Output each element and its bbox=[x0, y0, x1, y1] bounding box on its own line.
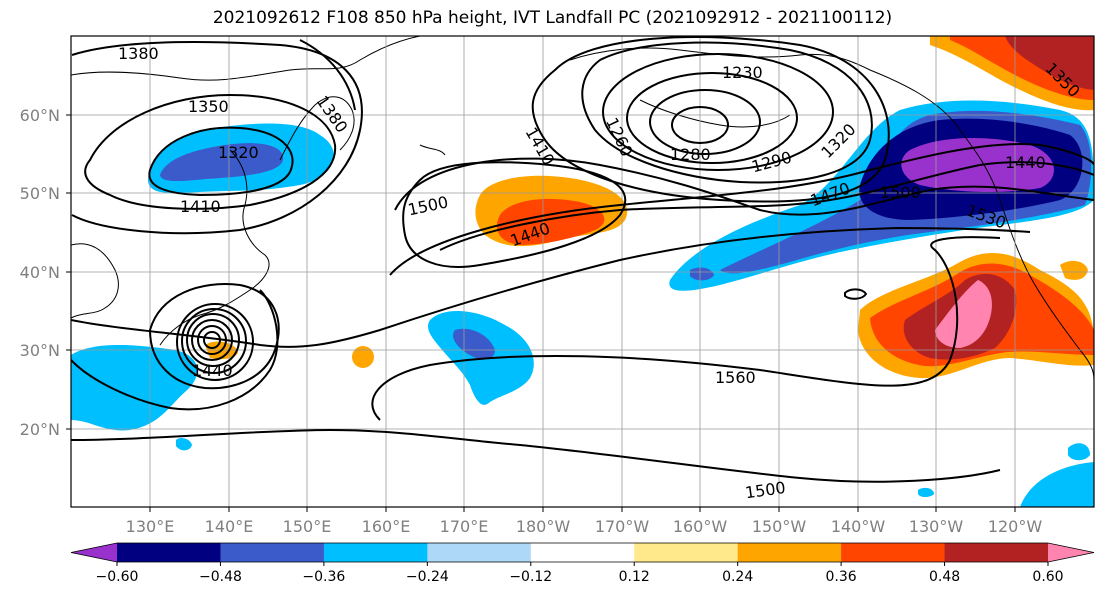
colorbar-tick-label: −0.48 bbox=[199, 569, 242, 585]
colorbar-tick-label: −0.24 bbox=[406, 569, 449, 585]
colorbar-tick-labels: −0.60 −0.48 −0.36 −0.24 −0.12 0.12 0.24 0.36 0.4… bbox=[96, 562, 1064, 585]
colorbar-tick-label: 0.48 bbox=[929, 569, 960, 585]
colorbar-tick-label: 0.60 bbox=[1032, 569, 1063, 585]
shading-japan-negative bbox=[71, 345, 198, 451]
lat-label: 30°N bbox=[20, 341, 60, 360]
contour-label: 1380 bbox=[118, 44, 159, 63]
colorbar-tick-label: −0.36 bbox=[302, 569, 345, 585]
map-title: 2021092612 F108 850 hPa height, IVT Land… bbox=[212, 8, 893, 28]
latitude-labels: 60°N 50°N 40°N 30°N 20°N bbox=[20, 106, 60, 439]
colorbar-tick-label: −0.12 bbox=[509, 569, 552, 585]
colorbar-segment bbox=[737, 543, 842, 562]
shading-alaska-positive bbox=[930, 36, 1094, 111]
colorbar-tick-label: 0.12 bbox=[619, 569, 650, 585]
colorbar bbox=[70, 542, 1095, 563]
lon-label: 180°W bbox=[516, 517, 571, 536]
lon-label: 140°W bbox=[831, 517, 886, 536]
colorbar-segment bbox=[427, 543, 532, 562]
colorbar-segment bbox=[220, 543, 325, 562]
contour-label: 1230 bbox=[722, 63, 763, 82]
lon-label: 160°E bbox=[362, 517, 411, 536]
contour-label: 1410 bbox=[180, 197, 221, 216]
colorbar-segment bbox=[634, 543, 739, 562]
lon-label: 140°E bbox=[205, 517, 254, 536]
contour-label: 1440 bbox=[1005, 153, 1046, 172]
lat-label: 50°N bbox=[20, 184, 60, 203]
lat-label: 40°N bbox=[20, 263, 60, 282]
lon-label: 160°W bbox=[673, 517, 728, 536]
colorbar-tick-label: 0.24 bbox=[722, 569, 753, 585]
colorbar-tick-label: −0.60 bbox=[96, 569, 139, 585]
longitude-labels: 130°E 140°E 150°E 160°E 170°E 180°W 170°… bbox=[126, 517, 1043, 536]
contour-label: 1560 bbox=[715, 368, 756, 387]
lon-label: 170°E bbox=[440, 517, 489, 536]
colorbar-tick-label: 0.36 bbox=[826, 569, 857, 585]
contour-label: 1280 bbox=[670, 145, 711, 164]
colorbar-segment bbox=[117, 543, 221, 562]
colorbar-segment bbox=[944, 543, 1049, 562]
contour-label: 1500 bbox=[880, 183, 921, 202]
lon-label: 130°E bbox=[126, 517, 175, 536]
lon-label: 150°W bbox=[752, 517, 807, 536]
lat-label: 60°N bbox=[20, 106, 60, 125]
colorbar-segment bbox=[530, 543, 635, 562]
contour-label: 1320 bbox=[218, 143, 259, 162]
colorbar-extend-high bbox=[1048, 543, 1094, 562]
lon-label: 130°W bbox=[909, 517, 964, 536]
contour-label: 1350 bbox=[188, 97, 229, 116]
lon-label: 120°W bbox=[988, 517, 1043, 536]
colorbar-extend-low bbox=[71, 543, 117, 562]
colorbar-segment bbox=[841, 543, 946, 562]
height-contours bbox=[71, 36, 1094, 483]
lon-label: 150°E bbox=[283, 517, 332, 536]
axis-ticks bbox=[66, 114, 1016, 512]
shading-southeast-negative bbox=[918, 443, 1094, 507]
contour-label: 1440 bbox=[192, 361, 233, 380]
colorbar-segment bbox=[323, 543, 428, 562]
lon-label: 170°W bbox=[595, 517, 650, 536]
lat-label: 20°N bbox=[20, 420, 60, 439]
gridlines bbox=[71, 36, 1094, 507]
shading-small-positive bbox=[352, 346, 374, 368]
